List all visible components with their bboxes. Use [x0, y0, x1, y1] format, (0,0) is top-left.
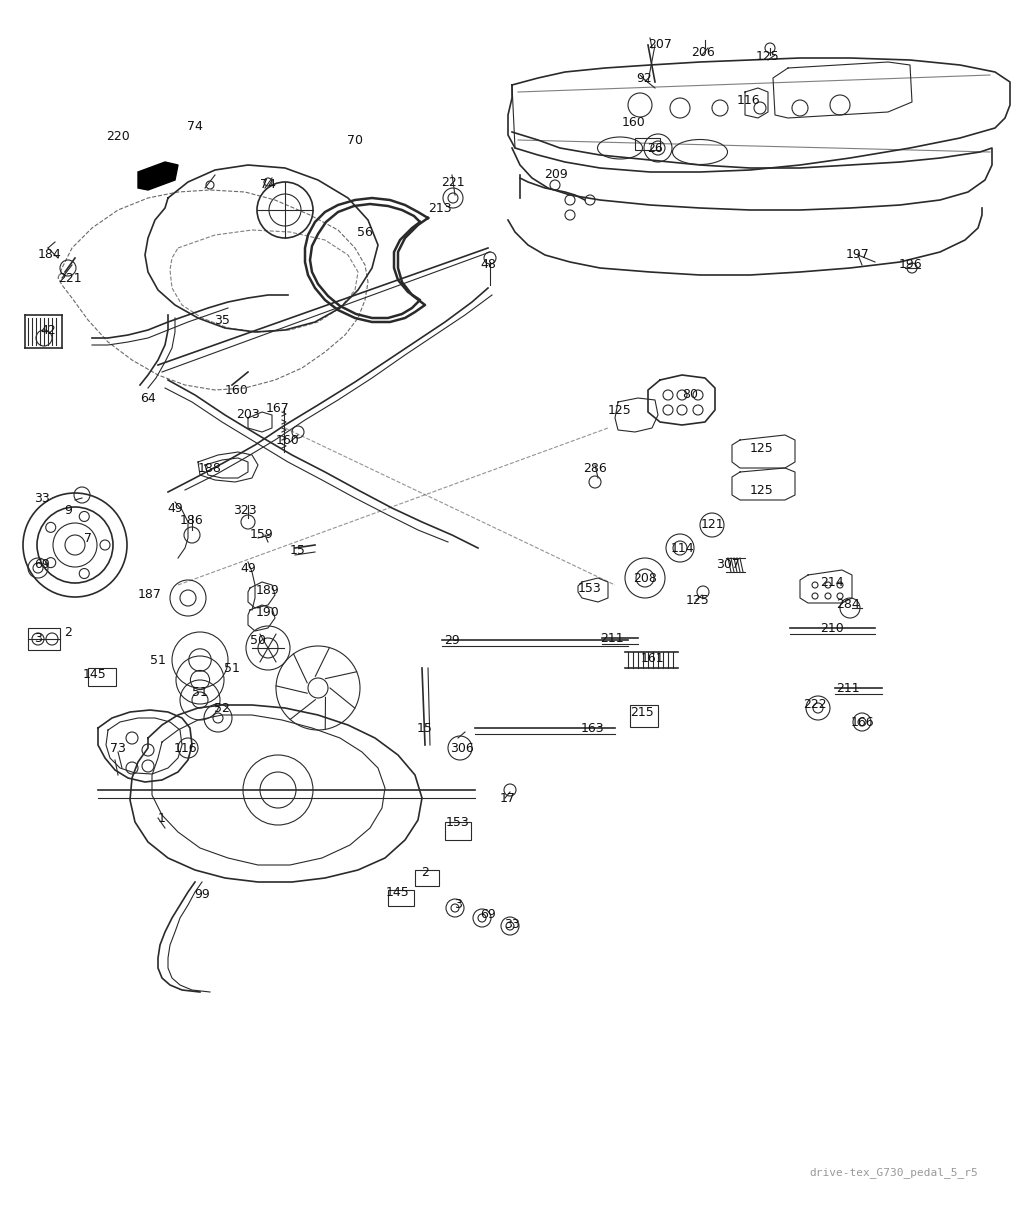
- Text: 50: 50: [250, 634, 266, 647]
- Text: 15: 15: [417, 722, 433, 735]
- Text: 211: 211: [600, 631, 624, 645]
- Text: 187: 187: [138, 589, 162, 601]
- Text: 99: 99: [195, 888, 210, 902]
- Text: drive-tex_G730_pedal_5_r5: drive-tex_G730_pedal_5_r5: [809, 1167, 978, 1178]
- Text: 209: 209: [544, 169, 568, 181]
- Text: 26: 26: [647, 141, 663, 154]
- Bar: [445, 822, 471, 840]
- Text: 2: 2: [65, 625, 72, 639]
- Text: 49: 49: [240, 561, 256, 575]
- Text: 125: 125: [756, 49, 780, 63]
- Text: 74: 74: [187, 121, 203, 134]
- Text: 52: 52: [214, 701, 230, 715]
- Text: 69: 69: [34, 559, 50, 571]
- Bar: [388, 890, 414, 906]
- Text: 116: 116: [736, 93, 760, 106]
- Text: 145: 145: [83, 669, 106, 682]
- Text: 153: 153: [579, 582, 602, 595]
- Text: 211: 211: [837, 682, 860, 694]
- Text: 208: 208: [633, 571, 657, 584]
- Text: 33: 33: [34, 491, 50, 505]
- Bar: [88, 667, 116, 686]
- Text: 215: 215: [630, 706, 654, 718]
- Bar: [630, 705, 658, 727]
- Text: 1: 1: [158, 811, 166, 824]
- Bar: [415, 870, 439, 886]
- Text: 92: 92: [636, 71, 652, 84]
- Text: 221: 221: [441, 176, 465, 189]
- Text: 125: 125: [751, 442, 774, 455]
- Bar: [28, 628, 60, 651]
- Text: 160: 160: [276, 433, 300, 447]
- Text: 114: 114: [670, 542, 694, 554]
- Text: 188: 188: [198, 461, 222, 474]
- Text: 35: 35: [214, 314, 230, 327]
- Text: 159: 159: [250, 529, 273, 542]
- Text: 167: 167: [266, 402, 290, 414]
- Text: 17: 17: [500, 792, 516, 805]
- Text: 323: 323: [233, 503, 257, 517]
- Text: 220: 220: [106, 130, 130, 144]
- Polygon shape: [138, 162, 178, 189]
- Text: 189: 189: [256, 583, 280, 596]
- Text: 221: 221: [58, 272, 82, 285]
- Text: 307: 307: [716, 559, 740, 571]
- Text: 207: 207: [648, 39, 672, 52]
- Text: 56: 56: [357, 226, 373, 239]
- Text: 70: 70: [347, 134, 362, 146]
- Text: 42: 42: [40, 323, 56, 337]
- Text: 213: 213: [428, 202, 452, 215]
- Text: 9: 9: [65, 503, 72, 517]
- Text: 48: 48: [480, 258, 496, 272]
- Text: 186: 186: [180, 513, 204, 526]
- Text: 222: 222: [803, 699, 826, 711]
- Text: 161: 161: [640, 652, 664, 665]
- Text: 306: 306: [451, 741, 474, 754]
- Text: 160: 160: [623, 116, 646, 128]
- Text: 125: 125: [608, 403, 632, 416]
- Text: 163: 163: [581, 722, 604, 735]
- Text: 73: 73: [110, 741, 126, 754]
- Text: 15: 15: [290, 543, 306, 556]
- Text: 74: 74: [260, 179, 275, 192]
- Text: 29: 29: [444, 634, 460, 647]
- Text: 80: 80: [682, 389, 698, 402]
- Text: 121: 121: [700, 519, 724, 531]
- Text: 196: 196: [898, 258, 922, 272]
- Text: 284: 284: [837, 599, 860, 612]
- Text: 2: 2: [421, 865, 429, 879]
- Text: 3: 3: [34, 631, 42, 645]
- Text: 160: 160: [225, 384, 249, 397]
- Bar: [635, 138, 660, 150]
- Text: 125: 125: [751, 484, 774, 496]
- Text: 190: 190: [256, 606, 280, 618]
- Text: 145: 145: [386, 886, 410, 898]
- Text: 184: 184: [38, 249, 61, 262]
- Text: 116: 116: [173, 741, 197, 754]
- Text: 206: 206: [691, 46, 715, 58]
- Text: 3: 3: [454, 898, 462, 911]
- Text: 286: 286: [583, 461, 607, 474]
- Text: 203: 203: [237, 408, 260, 421]
- Text: 64: 64: [140, 391, 156, 404]
- Text: 210: 210: [820, 622, 844, 635]
- Text: 166: 166: [850, 716, 873, 729]
- Text: 49: 49: [167, 501, 183, 514]
- Text: 7: 7: [84, 531, 92, 544]
- Text: 153: 153: [446, 816, 470, 828]
- Text: 197: 197: [846, 249, 869, 262]
- Text: 51: 51: [151, 653, 166, 666]
- Text: 69: 69: [480, 909, 496, 921]
- Text: 125: 125: [686, 594, 710, 606]
- Text: 33: 33: [504, 919, 520, 932]
- Text: 51: 51: [224, 661, 240, 675]
- Text: 214: 214: [820, 576, 844, 589]
- Text: 51: 51: [193, 686, 208, 699]
